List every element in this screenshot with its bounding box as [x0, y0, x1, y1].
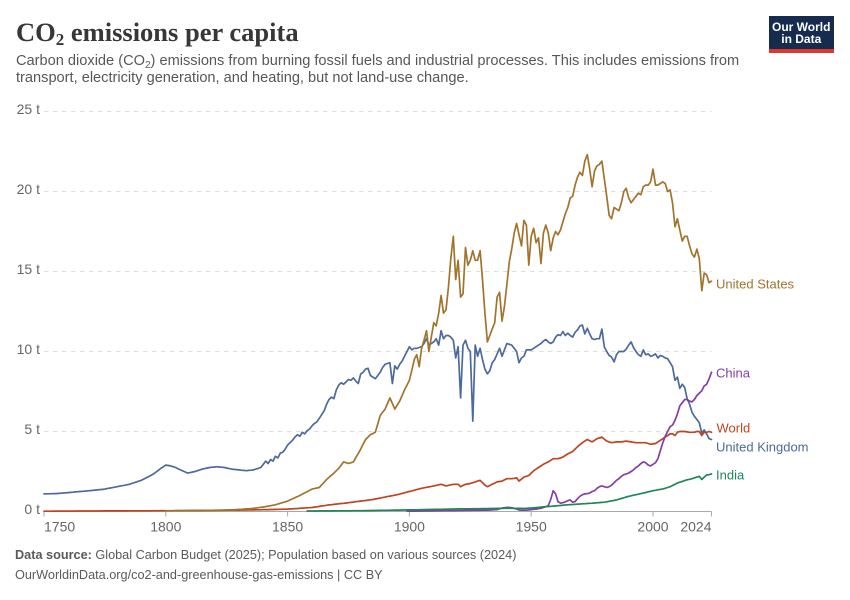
svg-text:20 t: 20 t [17, 181, 40, 197]
svg-text:5 t: 5 t [24, 421, 40, 437]
svg-text:World: World [717, 421, 751, 436]
svg-text:1950: 1950 [516, 519, 547, 535]
svg-text:1900: 1900 [394, 519, 425, 535]
svg-text:2024: 2024 [680, 519, 711, 535]
svg-text:15 t: 15 t [17, 261, 40, 277]
svg-text:China: China [716, 366, 751, 381]
svg-text:1800: 1800 [150, 519, 181, 535]
svg-text:2000: 2000 [637, 519, 668, 535]
svg-text:United Kingdom: United Kingdom [716, 440, 809, 455]
svg-text:United States: United States [716, 277, 795, 292]
svg-text:1850: 1850 [272, 519, 303, 535]
svg-text:10 t: 10 t [17, 341, 40, 357]
svg-text:25 t: 25 t [17, 101, 40, 117]
svg-text:India: India [716, 468, 745, 483]
svg-text:1750: 1750 [44, 519, 75, 535]
svg-text:0 t: 0 t [24, 501, 40, 517]
